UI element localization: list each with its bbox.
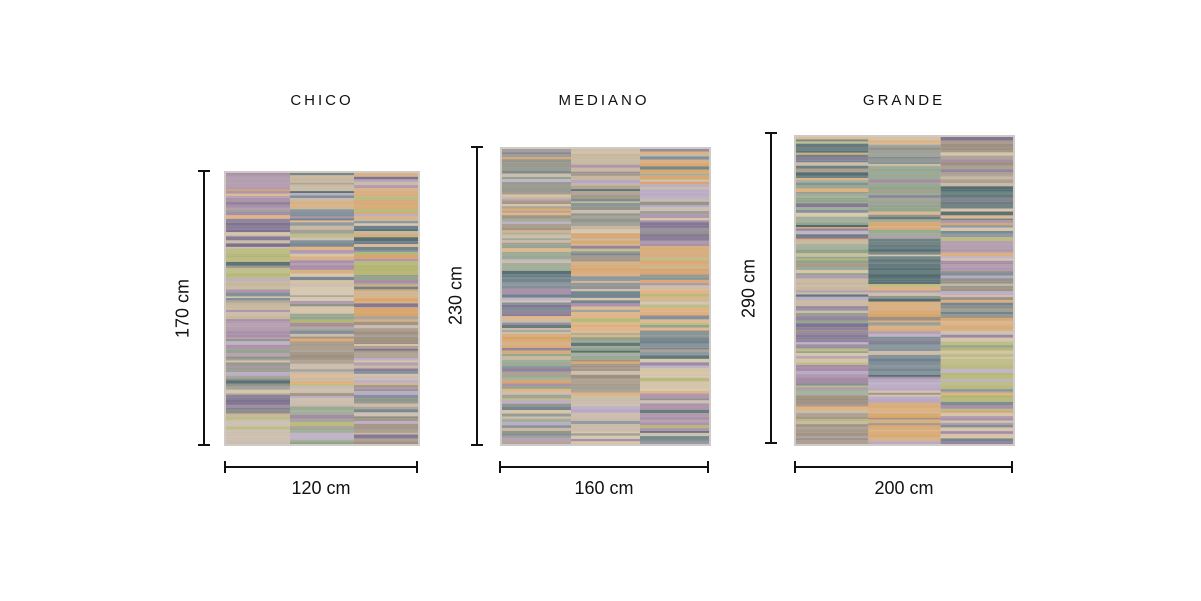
height-dimension-line-chico	[203, 171, 205, 446]
width-label-chico: 120 cm	[291, 478, 351, 498]
height-dimension-line-mediano	[476, 147, 478, 446]
height-tick-bottom-grande	[765, 442, 777, 444]
width-tick-left-mediano	[499, 461, 501, 473]
height-label-chico: 170 cm	[172, 278, 193, 339]
rug-image-chico	[224, 171, 420, 446]
width-tick-right-grande	[1011, 461, 1013, 473]
rug-pattern	[796, 137, 1013, 444]
size-title-mediano: MEDIANO	[558, 92, 650, 109]
height-label-mediano: 230 cm	[445, 265, 466, 326]
height-tick-bottom-chico	[198, 444, 210, 446]
height-tick-bottom-mediano	[471, 444, 483, 446]
width-dimension-line-chico	[225, 466, 418, 468]
width-tick-right-chico	[416, 461, 418, 473]
width-tick-right-mediano	[707, 461, 709, 473]
height-dimension-line-grande	[770, 133, 772, 444]
height-label-grande: 290 cm	[738, 258, 759, 319]
width-tick-left-chico	[224, 461, 226, 473]
height-tick-top-mediano	[471, 146, 483, 148]
width-tick-left-grande	[794, 461, 796, 473]
size-title-chico: CHICO	[290, 92, 354, 109]
width-label-grande: 200 cm	[874, 478, 934, 498]
rug-pattern	[502, 149, 709, 444]
width-label-mediano: 160 cm	[574, 478, 634, 498]
rug-image-mediano	[500, 147, 711, 446]
width-dimension-line-mediano	[500, 466, 709, 468]
height-tick-top-chico	[198, 170, 210, 172]
rug-pattern	[226, 173, 418, 444]
width-dimension-line-grande	[795, 466, 1013, 468]
size-title-grande: GRANDE	[862, 92, 946, 109]
height-tick-top-grande	[765, 132, 777, 134]
rug-image-grande	[794, 135, 1015, 446]
